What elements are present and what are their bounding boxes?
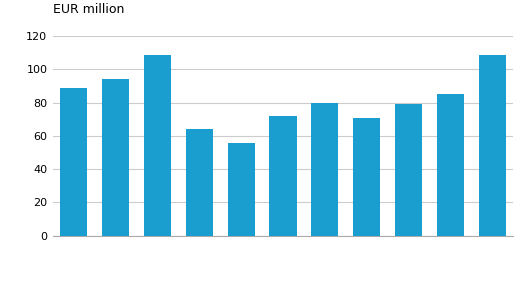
Bar [269,116,297,236]
Bar [144,55,171,236]
Bar [311,103,339,236]
Text: EUR million: EUR million [53,3,124,16]
Bar [437,95,464,236]
Bar [395,104,422,236]
Bar [60,88,87,236]
Bar [186,129,213,236]
Bar [102,79,129,236]
Bar [479,55,506,236]
Bar [227,143,255,236]
Bar [353,118,380,236]
